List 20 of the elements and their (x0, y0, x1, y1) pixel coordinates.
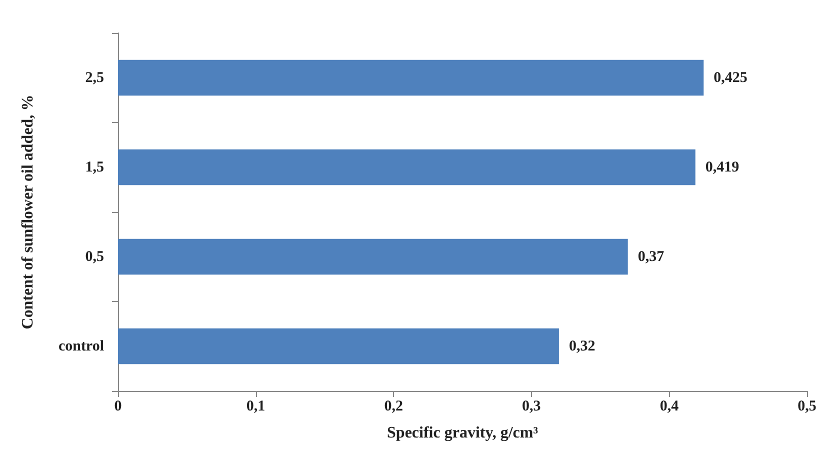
bar (118, 238, 628, 275)
x-tick-label: 0,2 (384, 398, 403, 414)
data-label: 0,425 (714, 70, 748, 86)
x-tick-label: 0,3 (522, 398, 541, 414)
x-tick-label: 0,4 (660, 398, 680, 414)
y-tick-label: 2,5 (85, 70, 104, 86)
data-label: 0,37 (638, 248, 665, 265)
y-tick-label: 1,5 (85, 159, 104, 176)
bar (118, 60, 704, 96)
data-label: 0,32 (568, 338, 596, 354)
y-tick-label: 0,5 (85, 248, 104, 265)
y-axis-title: Content of sunflower oil added, % (20, 94, 36, 330)
x-tick-label: 0 (114, 398, 122, 414)
data-label: 0,419 (705, 159, 740, 176)
y-tick-label: control (58, 338, 104, 354)
x-tick-label: 0,1 (246, 398, 266, 414)
x-tick-label: 0,5 (798, 398, 816, 414)
x-axis-title: Specific gravity, g/cm³ (387, 424, 538, 442)
bar (118, 328, 559, 364)
bar (118, 149, 696, 186)
